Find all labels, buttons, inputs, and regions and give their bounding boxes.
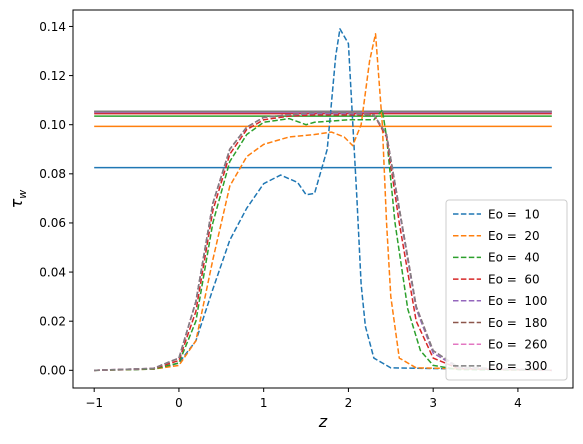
x-axis-label: z	[318, 412, 328, 431]
y-tick-label: 0.10	[39, 118, 66, 132]
legend: Eo = 10 Eo = 20 Eo = 40 Eo = 60 Eo = 100 Eo =…	[445, 199, 568, 381]
x-tick-label: 4	[514, 396, 522, 410]
legend-label: Eo = 60	[488, 272, 540, 286]
legend-label: Eo = 10	[488, 207, 540, 221]
legend-box	[445, 199, 568, 381]
y-tick-label: 0.14	[39, 20, 66, 34]
horizontal-reference-lines	[94, 110, 552, 169]
x-axis-ticks: −1 0 1 2 3 4	[85, 388, 522, 410]
y-tick-label: 0.06	[39, 216, 66, 230]
series-1-line	[94, 33, 552, 372]
x-tick-label: −1	[85, 396, 103, 410]
legend-label: Eo = 180	[488, 316, 547, 330]
x-tick-label: 0	[175, 396, 183, 410]
x-tick-label: 1	[260, 396, 268, 410]
series-3-line	[94, 114, 552, 372]
x-tick-label: 3	[429, 396, 437, 410]
legend-label: Eo = 40	[488, 251, 540, 265]
y-axis-label: τw	[7, 190, 29, 209]
legend-label: Eo = 260	[488, 338, 547, 352]
legend-label: Eo = 20	[488, 229, 540, 243]
y-axis-ticks: 0.00 0.02 0.04 0.06 0.08 0.10 0.12 0.14	[39, 20, 73, 378]
series-7-line	[94, 111, 552, 372]
x-tick-label: 2	[345, 396, 353, 410]
legend-label: Eo = 300	[488, 359, 547, 373]
series-lines	[94, 28, 552, 372]
axes-frame	[72, 9, 574, 389]
y-tick-label: 0.02	[39, 314, 66, 328]
series-2-line	[94, 109, 552, 372]
legend-label: Eo = 100	[488, 294, 547, 308]
y-tick-label: 0.04	[39, 265, 66, 279]
y-tick-label: 0.00	[39, 364, 66, 378]
y-tick-label: 0.08	[39, 167, 66, 181]
y-tick-label: 0.12	[39, 69, 66, 83]
